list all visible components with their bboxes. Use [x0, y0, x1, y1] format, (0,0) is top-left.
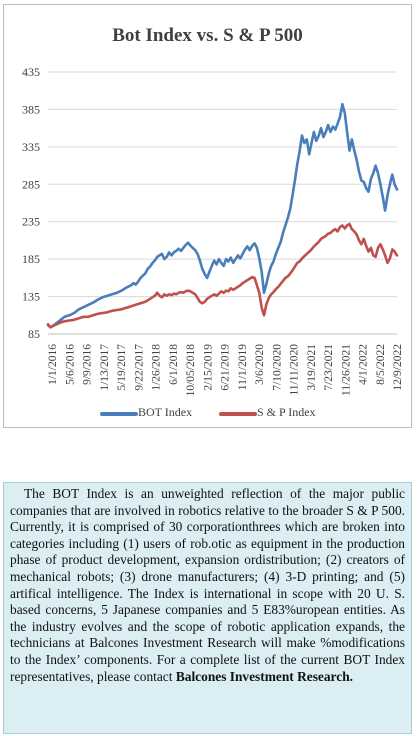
series-line-sp-index: [46, 222, 399, 329]
description-paragraph: The BOT Index is an unweighted reflectio…: [10, 486, 405, 685]
chart-plot: 85 135 185 235 285 335 385 435 1/1/2016 5/6/2016 9…: [22, 65, 404, 397]
x-tick-label: 6/1/2018: [168, 344, 180, 385]
contact-name: Balcones Investment Research.: [175, 668, 353, 684]
description-box: The BOT Index is an unweighted reflectio…: [3, 482, 412, 734]
y-tick-label: 335: [22, 140, 40, 154]
legend-swatch-bot: [100, 412, 138, 416]
x-tick-label: 9/22/2017: [133, 344, 145, 391]
chart-legend: BOT Index S & P Index: [4, 405, 411, 425]
x-tick-label: 1/26/2018: [151, 344, 163, 391]
y-tick-label: 285: [22, 177, 40, 191]
x-tick-label: 11/1/2019: [237, 344, 249, 390]
x-tick-label: 6/21/2019: [220, 344, 232, 391]
x-tick-label: 1/13/2017: [99, 344, 111, 391]
x-tick-label: 10/05/2018: [185, 344, 197, 397]
x-tick-label: 1/1/2016: [47, 344, 59, 385]
x-tick-label: 12/9/2022: [392, 344, 404, 391]
x-tick-label: 11/26/2021: [340, 344, 352, 396]
legend-swatch-sp: [219, 412, 257, 416]
chart-title: Bot Index vs. S & P 500: [112, 25, 303, 46]
x-tick-label: 11/11/2020: [289, 344, 301, 396]
x-tick-label: 8/5/2022: [375, 344, 387, 385]
x-tick-label: 5/6/2016: [64, 344, 76, 385]
y-tick-label: 385: [22, 102, 40, 116]
x-tick-label: 9/9/2016: [82, 344, 94, 385]
chart-container: Bot Index vs. S & P 500 85 135 185 235 285 33…: [3, 4, 412, 428]
x-tick-label: 3/6/2020: [254, 344, 266, 385]
x-tick-label: 7/23/2021: [323, 344, 335, 391]
legend-label-sp: S & P Index: [257, 405, 316, 419]
description-text: The BOT Index is an unweighted reflectio…: [10, 486, 405, 684]
y-tick-label: 135: [22, 290, 40, 304]
x-tick-label: 4/1/2022: [358, 344, 370, 385]
x-tick-label: 2/15/2019: [202, 344, 214, 391]
y-tick-label: 185: [22, 252, 40, 266]
y-tick-label: 435: [22, 65, 40, 79]
x-tick-label: 7/10/2020: [271, 344, 283, 391]
x-tick-label: 5/19/2017: [116, 344, 128, 391]
series-line-bot-index: [46, 102, 399, 329]
legend-label-bot: BOT Index: [138, 405, 193, 419]
y-tick-label: 85: [28, 327, 40, 341]
y-tick-label: 235: [22, 215, 40, 229]
x-tick-label: 3/19/2021: [306, 344, 318, 391]
